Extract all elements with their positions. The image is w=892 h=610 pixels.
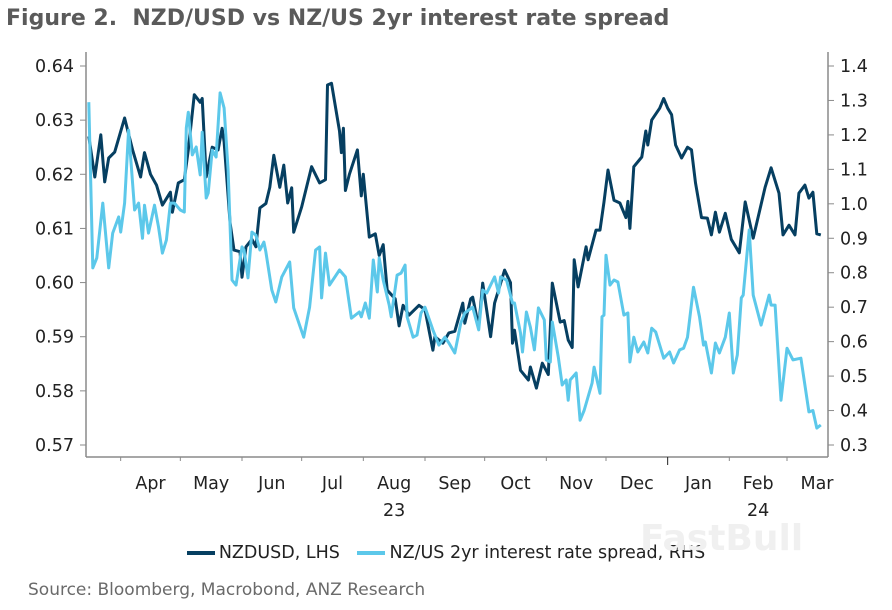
left-tick-label: 0.61 [35,219,74,239]
left-tick-label: 0.64 [35,57,74,77]
right-tick-label: 1.1 [840,160,868,180]
x-tick-label: Jan [684,474,712,494]
right-tick-label: 0.9 [840,229,868,249]
right-tick-label: 0.7 [840,298,868,318]
right-tick-label: 0.5 [840,367,868,387]
x-tick-label: Nov [559,474,593,494]
chart-title: Figure 2. NZD/USD vs NZ/US 2yr interest … [6,6,670,31]
left-tick-label: 0.63 [35,111,74,131]
legend-label-spread: NZ/US 2yr interest rate spread, RHS [389,543,706,563]
right-tick-label: 0.4 [840,402,868,422]
source-note: Source: Bloomberg, Macrobond, ANZ Resear… [28,580,426,600]
x-tick-label: Oct [500,474,530,494]
series-line-spread [87,91,822,430]
series-lines [87,81,822,430]
legend: NZDUSD, LHS NZ/US 2yr interest rate spre… [0,540,892,563]
left-tick-label: 0.59 [35,328,74,348]
x-tick-label: Aug [377,474,411,494]
x-tick-label: Apr [135,474,166,494]
x-tick-label: Feb [743,474,774,494]
legend-item-nzdusd: NZDUSD, LHS [186,543,340,563]
right-tick-label: 1.2 [840,126,868,146]
legend-swatch-spread [357,551,386,555]
x-tick-label: Mar [800,474,834,494]
left-tick-label: 0.62 [35,165,74,185]
x-tick-label: Jun [257,474,285,494]
left-tick-label: 0.60 [35,274,74,294]
x-year-label: 23 [383,501,405,521]
legend-item-spread: NZ/US 2yr interest rate spread, RHS [357,543,705,563]
right-tick-label: 0.8 [840,264,868,284]
left-tick-label: 0.57 [35,436,74,456]
x-year-label: 24 [747,501,769,521]
right-tick-label: 0.6 [840,333,868,353]
legend-label-nzdusd: NZDUSD, LHS [218,543,340,563]
x-tick-label: Jul [321,474,343,494]
x-tick-label: Dec [620,474,654,494]
series-line-nzdusd [87,81,822,390]
right-tick-label: 1.4 [840,57,868,77]
right-tick-label: 0.3 [840,436,868,456]
right-tick-label: 1.0 [840,195,868,215]
left-tick-label: 0.58 [35,382,74,402]
axes: 0.57 0.58 0.59 0.60 0.61 0.62 0.63 0.64 0.3 0.4 0.… [35,52,868,521]
right-tick-label: 1.3 [840,91,868,111]
x-tick-label: May [193,474,229,494]
legend-swatch-nzdusd [186,551,215,555]
watermark: FastBull [640,518,804,559]
x-tick-label: Sep [438,474,471,494]
